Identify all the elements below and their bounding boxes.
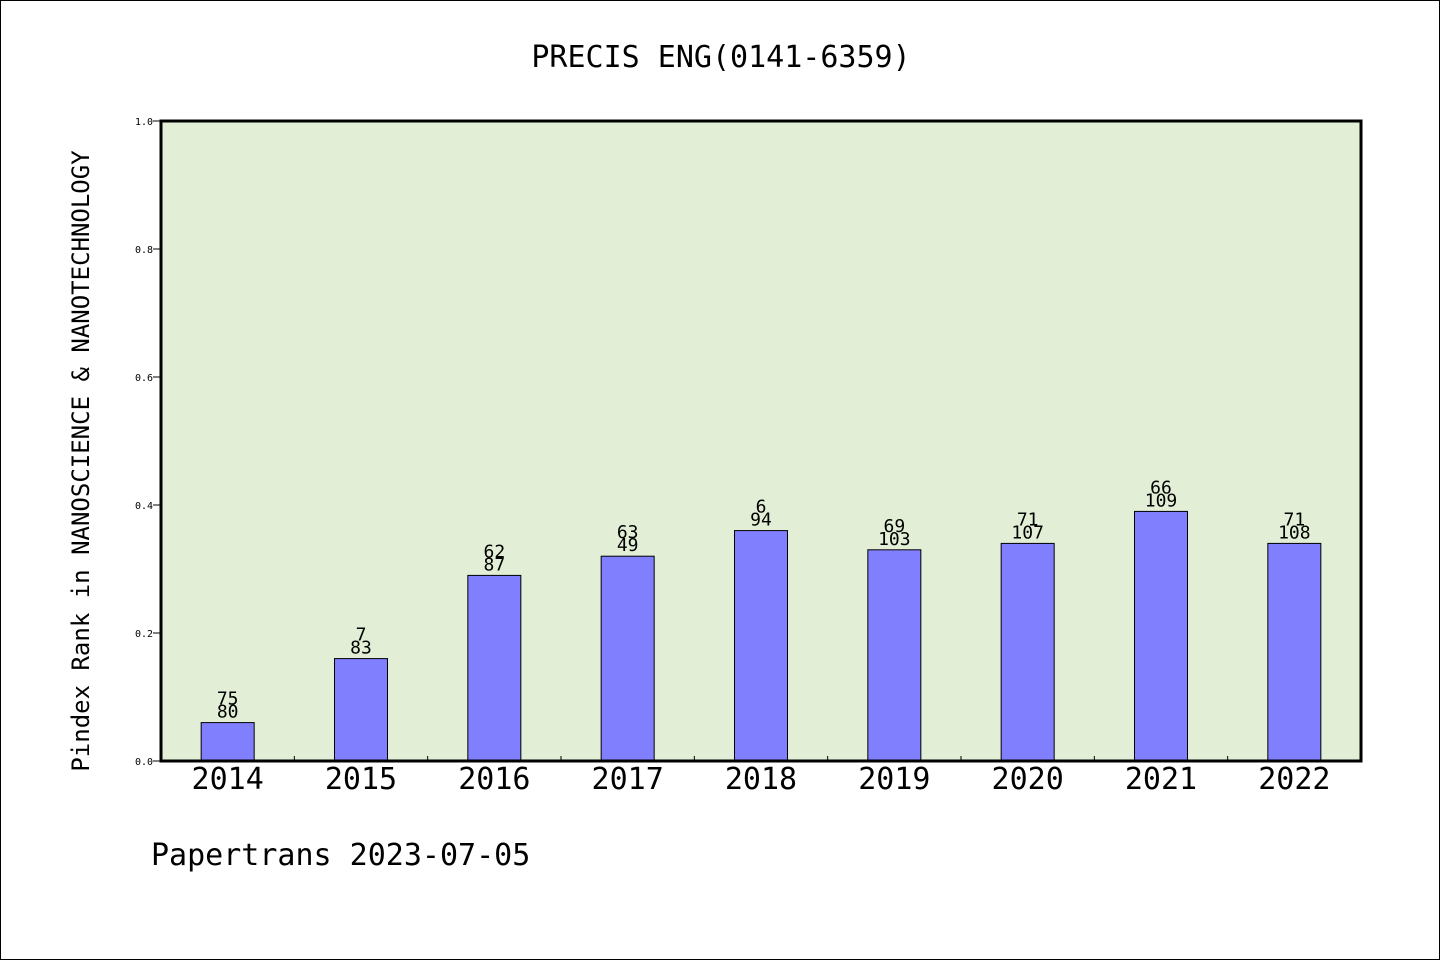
bar-label-top: 71 bbox=[1017, 509, 1039, 530]
y-tick-label: 1.0 bbox=[135, 117, 153, 128]
y-tick-label: 0.8 bbox=[135, 245, 153, 256]
bar-label-bottom: 49 bbox=[617, 535, 639, 556]
y-axis: 0.0 0.2 0.4 0.6 0.8 1.0 bbox=[135, 117, 161, 768]
x-tick-label: 2018 bbox=[725, 762, 797, 797]
bar-label-bottom: 83 bbox=[350, 638, 372, 659]
x-tick-label: 2017 bbox=[592, 762, 664, 797]
bar-2018 bbox=[734, 530, 788, 762]
bar-2015 bbox=[334, 658, 388, 762]
bar-2017 bbox=[600, 555, 655, 762]
footer-text: Papertrans 2023-07-05 bbox=[151, 838, 530, 873]
x-tick-label: 2019 bbox=[858, 762, 930, 797]
bar-2014 bbox=[200, 722, 255, 762]
bar-label-top: 69 bbox=[883, 516, 905, 537]
bar-2021 bbox=[1134, 510, 1188, 762]
bar-label-top: 6 bbox=[756, 497, 767, 518]
chart-title: PRECIS ENG(0141-6359) bbox=[531, 40, 910, 75]
y-tick-label: 0.0 bbox=[135, 757, 153, 768]
bar-label-top: 66 bbox=[1150, 477, 1172, 498]
bar-label-top: 75 bbox=[217, 689, 239, 710]
x-tick-label: 2020 bbox=[992, 762, 1064, 797]
bar-2016 bbox=[467, 574, 522, 762]
bar-label-bottom: 87 bbox=[483, 554, 505, 575]
y-tick-label: 0.6 bbox=[135, 373, 153, 384]
y-tick-label: 0.4 bbox=[135, 501, 153, 512]
bar-label-top: 71 bbox=[1283, 509, 1305, 530]
x-tick-label: 2021 bbox=[1125, 762, 1197, 797]
x-tick-label: 2016 bbox=[458, 762, 530, 797]
x-axis: 2014 2015 2016 2017 2018 2019 2020 2021 2022 bbox=[192, 756, 1330, 797]
bar-label-bottom: 109 bbox=[1145, 490, 1178, 511]
bar-label-bottom: 94 bbox=[750, 510, 772, 531]
bar-2019 bbox=[867, 549, 922, 762]
bar-label-top: 62 bbox=[483, 541, 505, 562]
bar-label-top: 63 bbox=[617, 522, 639, 543]
bar-2022 bbox=[1267, 542, 1322, 762]
y-tick-label: 0.2 bbox=[135, 629, 153, 640]
bar-2020 bbox=[1000, 542, 1055, 762]
y-axis-label: Pindex Rank in NANOSCIENCE & NANOTECHNOL… bbox=[67, 150, 95, 772]
x-tick-label: 2022 bbox=[1258, 762, 1330, 797]
x-tick-label: 2014 bbox=[192, 762, 264, 797]
bar-label-bottom: 108 bbox=[1278, 522, 1311, 543]
plot-border bbox=[159, 119, 1363, 763]
bar-label-top: 7 bbox=[356, 625, 367, 646]
bar-label-bottom: 103 bbox=[878, 529, 911, 550]
x-tick-label: 2015 bbox=[325, 762, 397, 797]
bar-label-bottom: 107 bbox=[1011, 522, 1044, 543]
bar-label-bottom: 80 bbox=[217, 702, 239, 723]
